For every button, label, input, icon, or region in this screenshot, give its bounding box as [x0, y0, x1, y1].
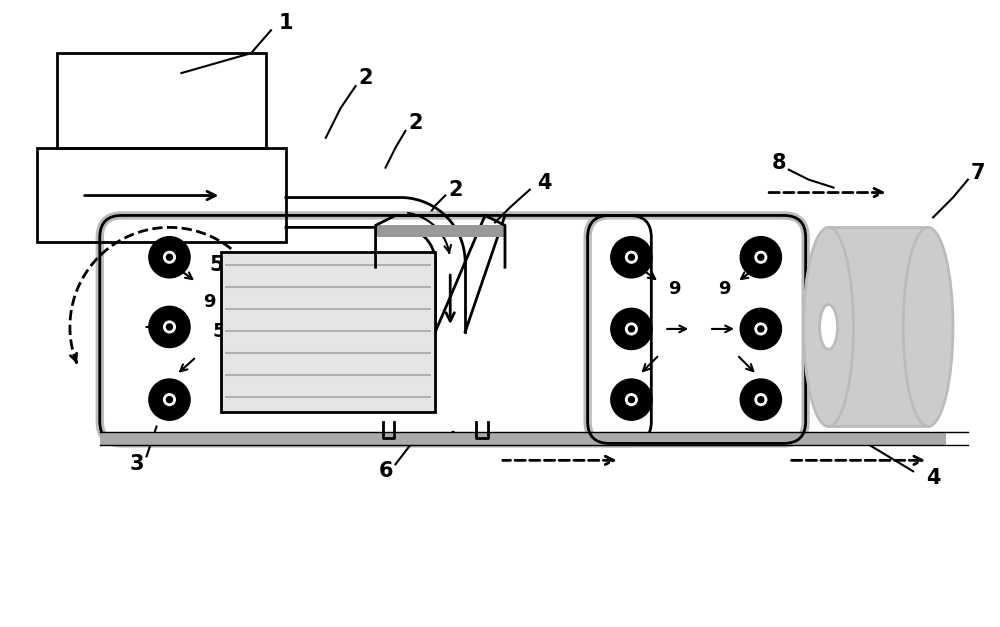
- Circle shape: [628, 255, 634, 260]
- Circle shape: [162, 250, 177, 265]
- Text: 2: 2: [358, 68, 373, 88]
- Text: 2: 2: [408, 113, 423, 133]
- Text: 5: 5: [212, 322, 226, 342]
- Text: 9: 9: [203, 293, 216, 311]
- Text: 2: 2: [448, 179, 462, 199]
- Circle shape: [612, 380, 651, 419]
- Circle shape: [166, 324, 172, 330]
- Circle shape: [628, 326, 634, 332]
- Text: 4: 4: [538, 172, 552, 192]
- Circle shape: [166, 255, 172, 260]
- Circle shape: [741, 380, 781, 419]
- Bar: [829, 228, 928, 426]
- Circle shape: [162, 392, 177, 408]
- Circle shape: [612, 309, 651, 349]
- Circle shape: [612, 238, 651, 277]
- Text: 3: 3: [129, 455, 144, 475]
- Text: 5: 5: [209, 255, 224, 275]
- Bar: [37, 148, 286, 242]
- Circle shape: [758, 326, 764, 332]
- Bar: [221, 252, 435, 411]
- Circle shape: [753, 250, 769, 265]
- FancyBboxPatch shape: [100, 216, 651, 443]
- Text: 4: 4: [926, 468, 940, 488]
- Circle shape: [150, 307, 189, 347]
- Circle shape: [741, 238, 781, 277]
- Circle shape: [758, 255, 764, 260]
- Bar: [57, 53, 266, 148]
- Circle shape: [758, 397, 764, 403]
- Circle shape: [150, 238, 189, 277]
- Text: 6: 6: [378, 461, 393, 482]
- Circle shape: [623, 250, 639, 265]
- Text: 9: 9: [668, 280, 680, 298]
- Text: 7: 7: [971, 162, 985, 182]
- Circle shape: [628, 397, 634, 403]
- Text: 1: 1: [279, 13, 293, 33]
- FancyBboxPatch shape: [588, 216, 806, 443]
- Ellipse shape: [804, 228, 853, 426]
- Bar: [100, 432, 946, 445]
- Circle shape: [741, 309, 781, 349]
- Ellipse shape: [903, 228, 953, 426]
- Bar: [376, 225, 505, 238]
- Circle shape: [166, 397, 172, 403]
- Circle shape: [753, 392, 769, 408]
- Text: 9: 9: [718, 280, 730, 298]
- Circle shape: [623, 321, 639, 337]
- Text: 8: 8: [772, 152, 786, 172]
- Circle shape: [162, 319, 177, 335]
- Ellipse shape: [820, 305, 837, 349]
- Circle shape: [623, 392, 639, 408]
- Circle shape: [753, 321, 769, 337]
- Circle shape: [150, 380, 189, 419]
